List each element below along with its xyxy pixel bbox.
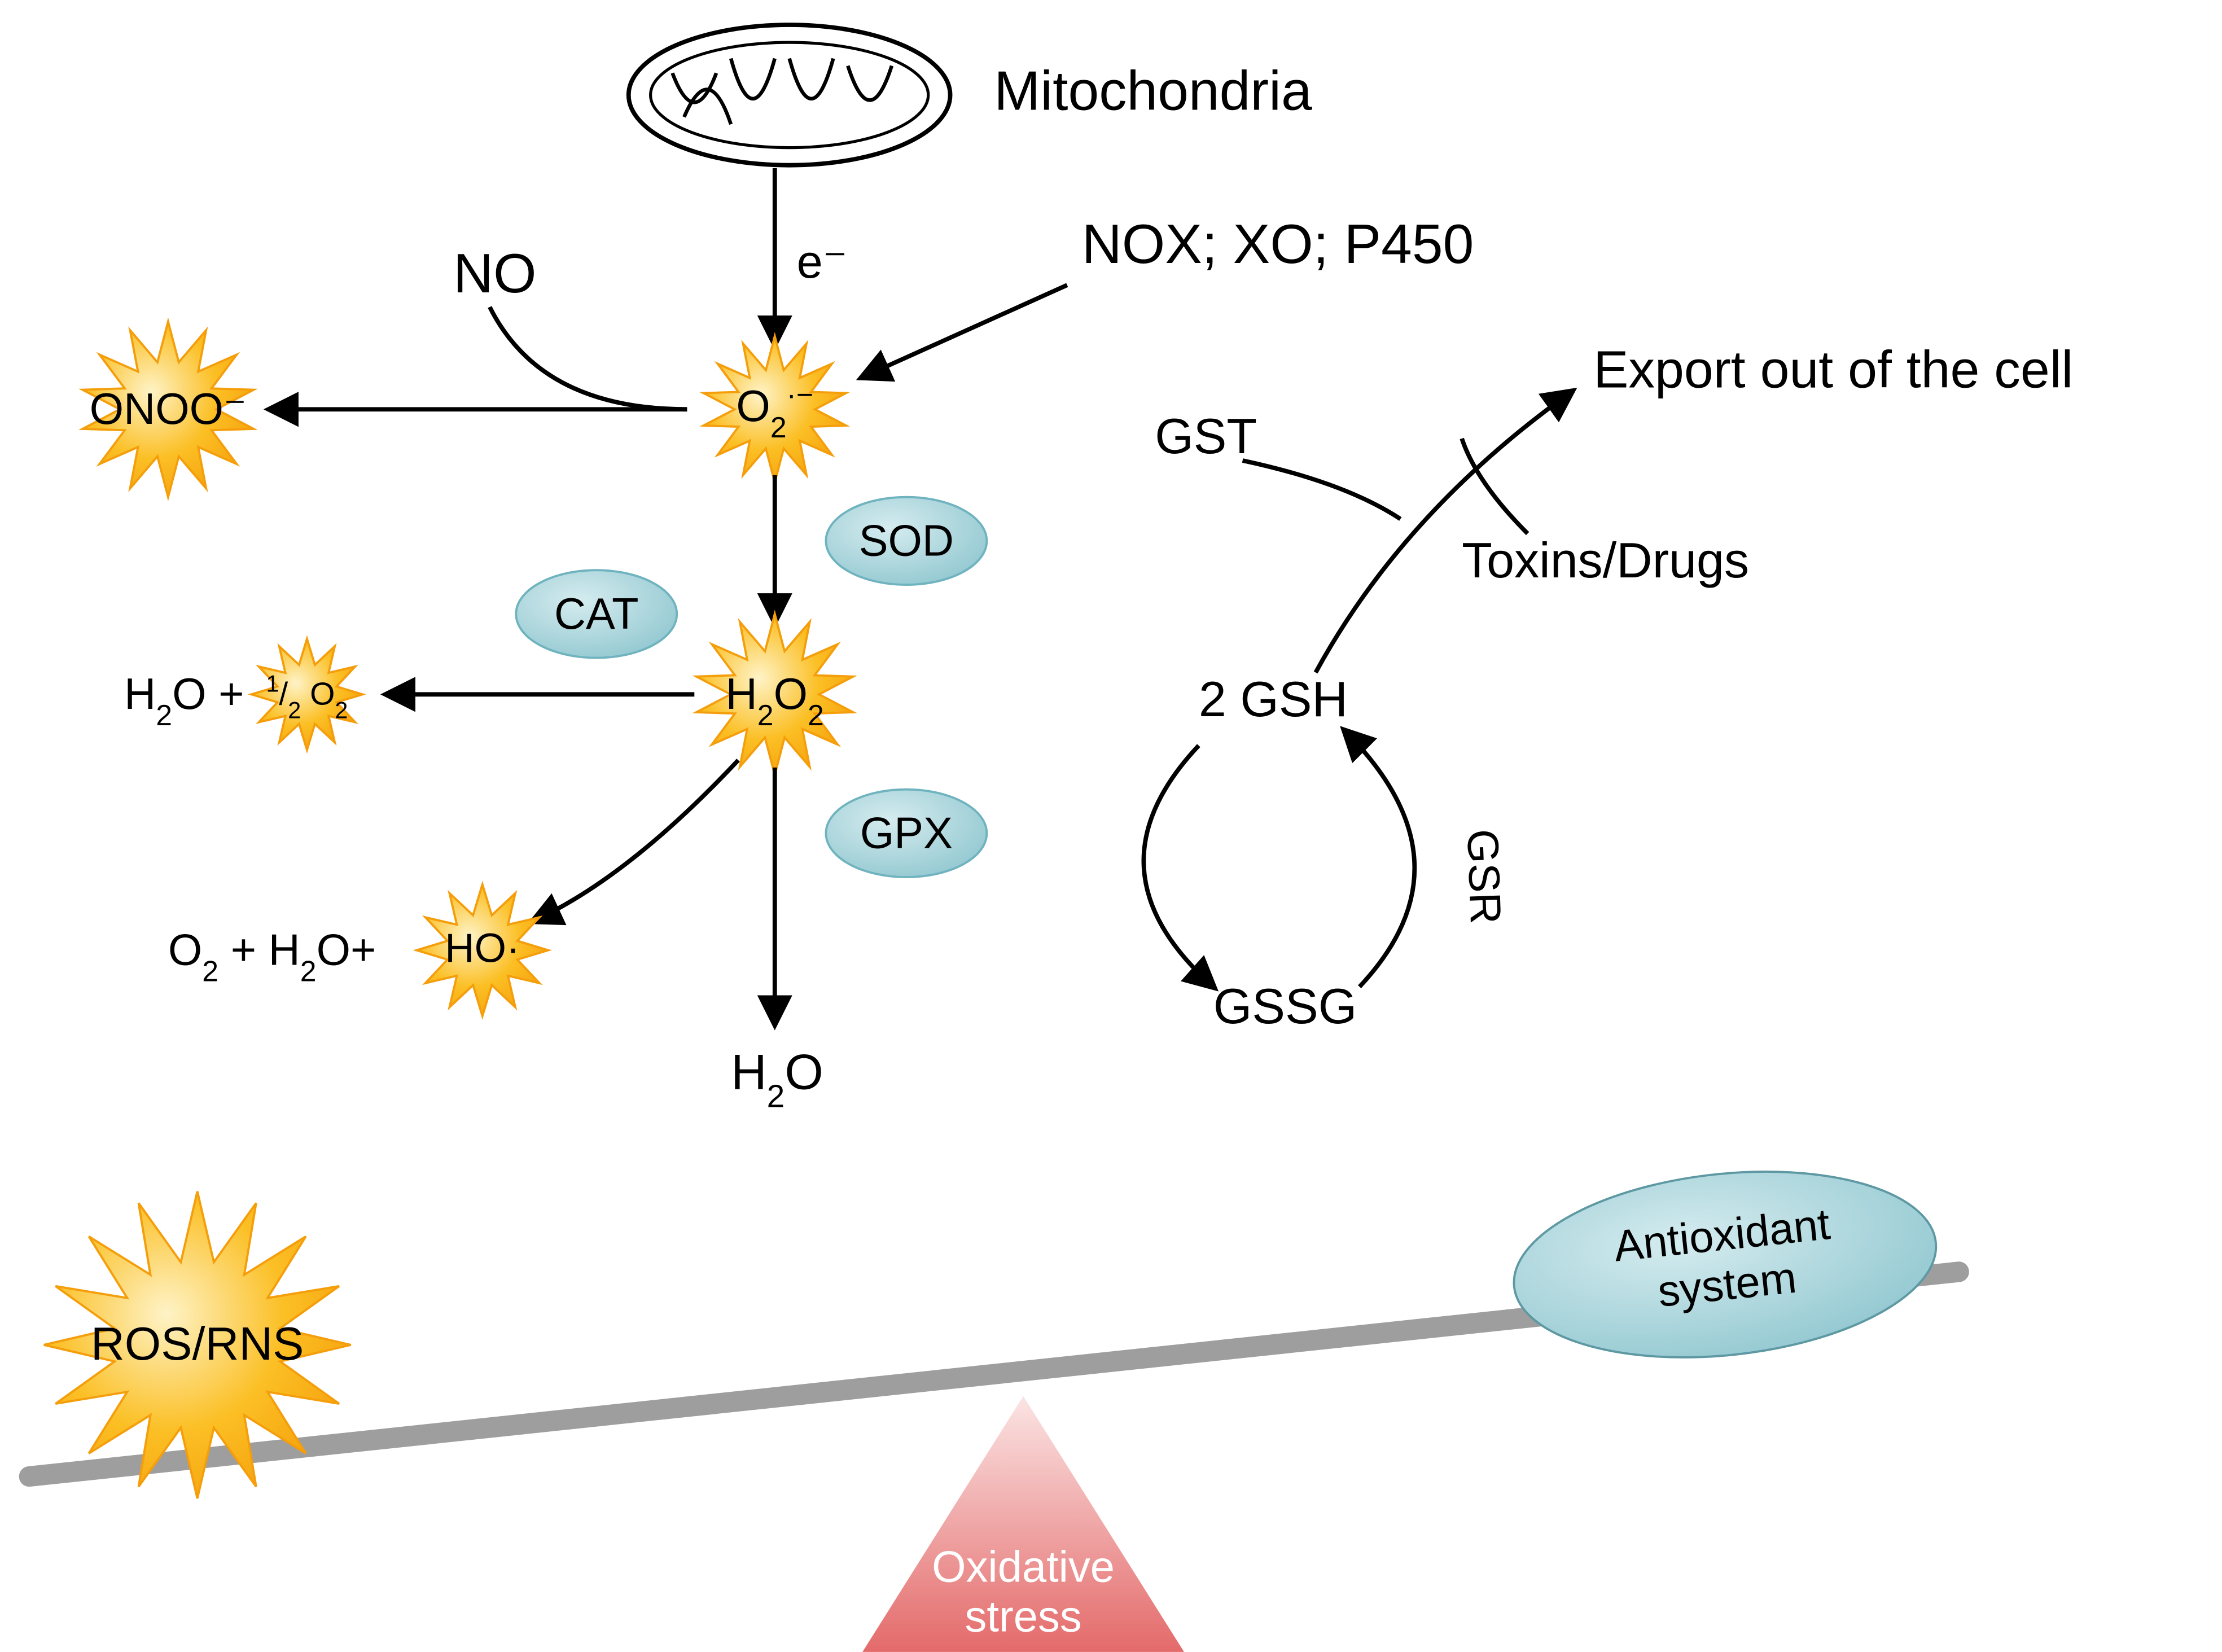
sod-ellipse-label: SOD: [859, 516, 954, 565]
electron-label: e⁻: [797, 235, 848, 288]
h2o-halfO2-label: H2O +: [124, 670, 244, 731]
no-curve: [490, 307, 687, 409]
nox-label: NOX; XO; P450: [1082, 213, 1474, 275]
rosrns-label: ROS/RNS: [91, 1317, 304, 1370]
h2o-label: H2O: [731, 1044, 823, 1115]
gsr-label: GSR: [1458, 829, 1510, 925]
cat-ellipse-label: CAT: [554, 590, 639, 638]
gsh-label: 2 GSH: [1199, 671, 1348, 727]
onoo-label: ONOO⁻: [90, 385, 247, 433]
arrow-nox-to-o2: [862, 285, 1067, 377]
mitochondria-icon: [629, 25, 950, 165]
gpx-ellipse-label: GPX: [860, 809, 953, 857]
export-label: Export out of the cell: [1593, 340, 2073, 398]
no-label: NO: [453, 242, 537, 304]
gst-label: GST: [1155, 408, 1257, 464]
mitochondria-label: Mitochondria: [994, 59, 1312, 121]
arrow-h2o2-to-ho: [533, 760, 738, 921]
oxstress-label-0: Oxidative: [932, 1543, 1115, 1592]
o2-h2o-ho-label: O2 + H2O+: [168, 926, 376, 987]
arrow-gsh-to-gssg-left: [1143, 746, 1213, 987]
oxstress-label-1: stress: [965, 1593, 1081, 1641]
arrow-gssg-to-gsh-right: [1345, 731, 1414, 987]
diagram-canvas: Mitochondriae⁻NOX; XO; P450NOONOO⁻O2·−SO…: [0, 0, 2222, 1652]
o2rad-burst: [704, 336, 846, 483]
toxins-label: Toxins/Drugs: [1462, 532, 1749, 588]
ho-label: HO·: [445, 925, 520, 971]
gst-curve: [1243, 461, 1401, 519]
gssg-label: GSSG: [1213, 978, 1357, 1034]
